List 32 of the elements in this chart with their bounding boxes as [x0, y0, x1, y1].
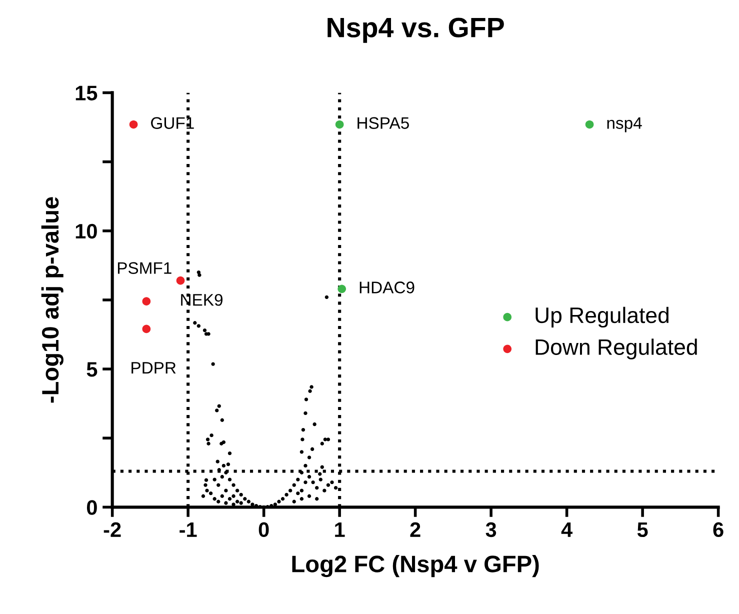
y-tick-label: 5 [86, 362, 98, 377]
annotation: HSPA5 [358, 117, 409, 129]
annotation: NEK9 [181, 294, 222, 306]
annotation: GUF1 [151, 117, 194, 129]
y-axis-title: -Log10 adj p-value [41, 197, 64, 403]
x-tick-label: 1 [335, 522, 345, 537]
x-tick-label: 6 [713, 522, 724, 538]
x-tick-label: 0 [258, 522, 269, 538]
y-tick-label: 10 [76, 224, 97, 239]
legend-label: Up Regulated [536, 306, 668, 328]
x-tick-label: 5 [637, 522, 648, 538]
point [129, 120, 138, 129]
point [176, 276, 185, 285]
y-tick-label: 0 [86, 500, 97, 515]
x-tick-label: -2 [104, 522, 121, 537]
point [142, 324, 151, 334]
annotation: PDPR [132, 362, 176, 374]
x-tick-label: 2 [410, 522, 420, 537]
y-tick-label: 15 [76, 86, 98, 100]
x-tick-label: 4 [561, 522, 572, 537]
annotation: PSMF1 [118, 262, 172, 274]
annotation: nsp4 [607, 117, 642, 132]
point [338, 284, 346, 294]
legend-label: Down Regulated [536, 338, 697, 360]
point [142, 297, 151, 306]
x-tick-label: -1 [180, 522, 197, 537]
x-axis-title: Log2 FC (Nsp4 v GFP) [292, 555, 539, 578]
x-tick-label: 3 [486, 522, 496, 538]
point [335, 120, 344, 129]
point [585, 120, 594, 129]
chart-title: Nsp4 vs. GFP [328, 18, 504, 43]
annotation: HDAC9 [360, 282, 414, 294]
